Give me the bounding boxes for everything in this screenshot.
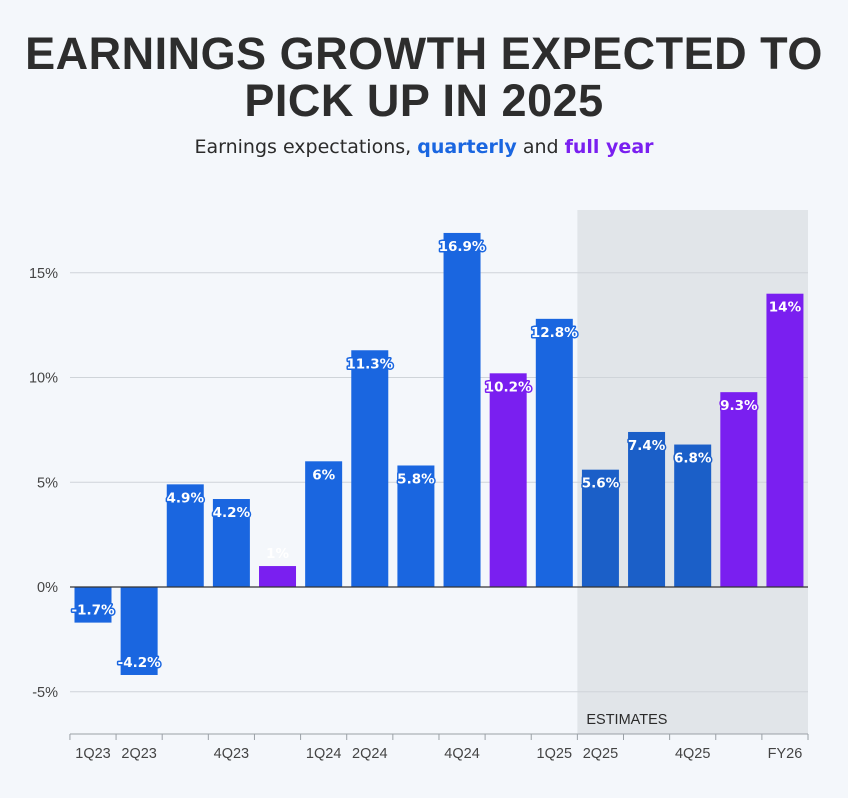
data-label-2q24: 11.3%	[346, 356, 393, 372]
bar-4q24	[443, 232, 481, 587]
bar-3q25	[628, 431, 666, 587]
subtitle-and: and	[516, 136, 565, 158]
subtitle-full-year: full year	[564, 136, 654, 158]
data-label-fy24: 10.2%	[485, 379, 532, 395]
bar-4q23	[212, 499, 250, 587]
data-label-2q23: -4.2%	[118, 655, 162, 671]
subtitle-prefix: Earnings expectations,	[194, 136, 418, 158]
bar-fy26	[766, 293, 804, 587]
data-label-3q24: 5.8%	[397, 471, 435, 487]
bar-1q24	[305, 461, 343, 587]
x-tick-label: 2Q24	[352, 746, 387, 762]
y-tick-label: 5%	[37, 475, 58, 491]
bar-2q23	[120, 587, 158, 675]
data-label-4q23: 4.2%	[213, 505, 251, 521]
x-tick-label: 1Q24	[306, 746, 341, 762]
x-tick-label: 4Q24	[444, 746, 479, 762]
bar-3q24	[397, 465, 435, 587]
estimates-label: ESTIMATES	[586, 712, 667, 728]
bar-fy23	[259, 566, 297, 587]
bar-2q25	[581, 469, 619, 587]
x-tick-label: 4Q23	[214, 746, 249, 762]
chart-subtitle: Earnings expectations, quarterly and ful…	[0, 136, 848, 158]
chart-title: EARNINGS GROWTH EXPECTED TO PICK UP IN 2…	[0, 30, 848, 124]
data-label-1q24: 6%	[312, 467, 335, 483]
x-tick-label: 2Q23	[121, 746, 156, 762]
x-tick-label: 4Q25	[675, 746, 710, 762]
y-tick-label: 10%	[29, 371, 58, 387]
data-label-3q25: 7.4%	[628, 438, 666, 454]
data-label-2q25: 5.6%	[582, 476, 620, 492]
x-tick-label: 2Q25	[583, 746, 618, 762]
data-label-1q23: -1.7%	[71, 603, 115, 619]
data-label-4q24: 16.9%	[439, 239, 486, 255]
data-label-fy23: 1%	[266, 546, 289, 562]
chart-title-line-2: PICK UP IN 2025	[244, 75, 604, 126]
bar-fy24	[489, 373, 527, 587]
bar-1q25	[535, 318, 573, 587]
data-label-1q25: 12.8%	[531, 325, 578, 341]
bar-4q25	[674, 444, 712, 587]
bar-3q23	[166, 484, 204, 587]
x-tick-label: 1Q23	[75, 746, 110, 762]
chart-title-line-1: EARNINGS GROWTH EXPECTED TO	[25, 28, 823, 79]
data-label-fy25: 9.3%	[720, 398, 758, 414]
x-tick-label: 1Q25	[537, 746, 572, 762]
bar-fy25	[720, 392, 758, 587]
bar-1q23	[74, 587, 112, 623]
data-label-3q23: 4.9%	[167, 490, 205, 506]
y-tick-label: 0%	[37, 580, 58, 596]
y-tick-label: 15%	[29, 266, 58, 282]
y-tick-label: -5%	[32, 685, 58, 701]
bar-2q24	[351, 350, 389, 587]
data-label-4q25: 6.8%	[674, 451, 712, 467]
subtitle-quarterly: quarterly	[417, 136, 517, 158]
data-label-fy26: 14%	[769, 300, 802, 316]
x-tick-label: FY26	[768, 746, 803, 762]
